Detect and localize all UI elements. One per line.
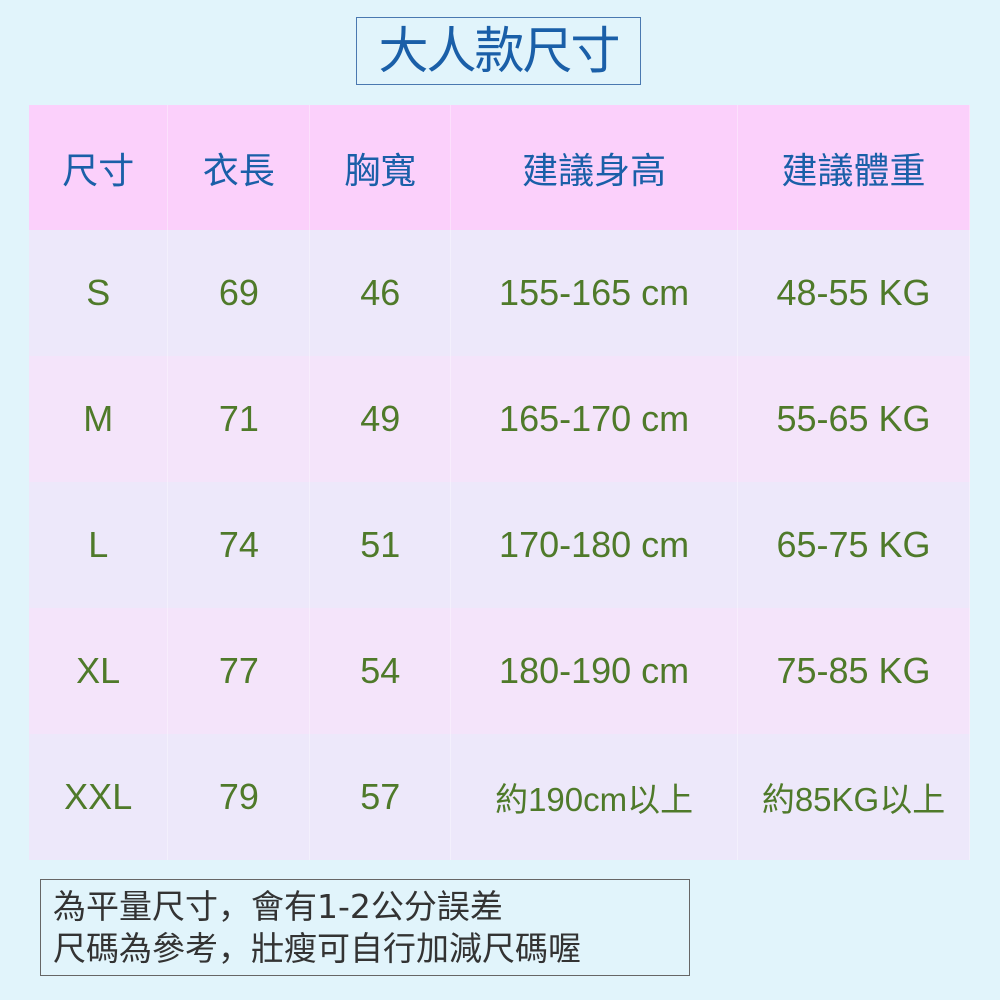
cell-height: 170-180 cm <box>450 482 739 608</box>
cell-weight: 約85KG以上 <box>737 734 970 860</box>
cell-weight: 65-75 KG <box>737 482 970 608</box>
cell-size: XL <box>29 608 169 734</box>
header-chest: 胸寬 <box>309 105 452 230</box>
measurement-note: 為平量尺寸，會有1-2公分誤差 尺碼為參考，壯瘦可自行加減尺碼喔 <box>40 879 690 976</box>
cell-chest: 51 <box>309 482 452 608</box>
header-length: 衣長 <box>167 105 311 230</box>
cell-length: 74 <box>167 482 311 608</box>
table-row: L 74 51 170-180 cm 65-75 KG <box>29 482 970 608</box>
cell-size: S <box>29 230 169 356</box>
cell-height: 155-165 cm <box>450 230 739 356</box>
note-line-1: 為平量尺寸，會有1-2公分誤差 <box>53 887 503 926</box>
cell-height: 165-170 cm <box>450 356 739 482</box>
cell-length: 79 <box>167 734 311 860</box>
cell-size: L <box>29 482 169 608</box>
cell-weight: 55-65 KG <box>737 356 970 482</box>
cell-weight: 75-85 KG <box>737 608 970 734</box>
table-row: M 71 49 165-170 cm 55-65 KG <box>29 356 970 482</box>
header-weight: 建議體重 <box>737 105 970 230</box>
table-row: S 69 46 155-165 cm 48-55 KG <box>29 230 970 356</box>
cell-weight: 48-55 KG <box>737 230 970 356</box>
cell-length: 77 <box>167 608 311 734</box>
cell-size: XXL <box>29 734 169 860</box>
cell-length: 71 <box>167 356 311 482</box>
cell-height: 180-190 cm <box>450 608 739 734</box>
cell-height: 約190cm以上 <box>450 734 739 860</box>
header-size: 尺寸 <box>29 105 169 230</box>
size-table: 尺寸 衣長 胸寬 建議身高 建議體重 S 69 46 155-165 cm 48… <box>29 105 970 860</box>
cell-size: M <box>29 356 169 482</box>
page-title: 大人款尺寸 <box>356 17 641 85</box>
cell-chest: 49 <box>309 356 452 482</box>
table-row: XXL 79 57 約190cm以上 約85KG以上 <box>29 734 970 860</box>
cell-chest: 57 <box>309 734 452 860</box>
table-row: XL 77 54 180-190 cm 75-85 KG <box>29 608 970 734</box>
note-line-2: 尺碼為參考，壯瘦可自行加減尺碼喔 <box>53 929 581 968</box>
header-height: 建議身高 <box>450 105 739 230</box>
cell-chest: 54 <box>309 608 452 734</box>
cell-length: 69 <box>167 230 311 356</box>
cell-chest: 46 <box>309 230 452 356</box>
header-row: 尺寸 衣長 胸寬 建議身高 建議體重 <box>29 105 970 230</box>
